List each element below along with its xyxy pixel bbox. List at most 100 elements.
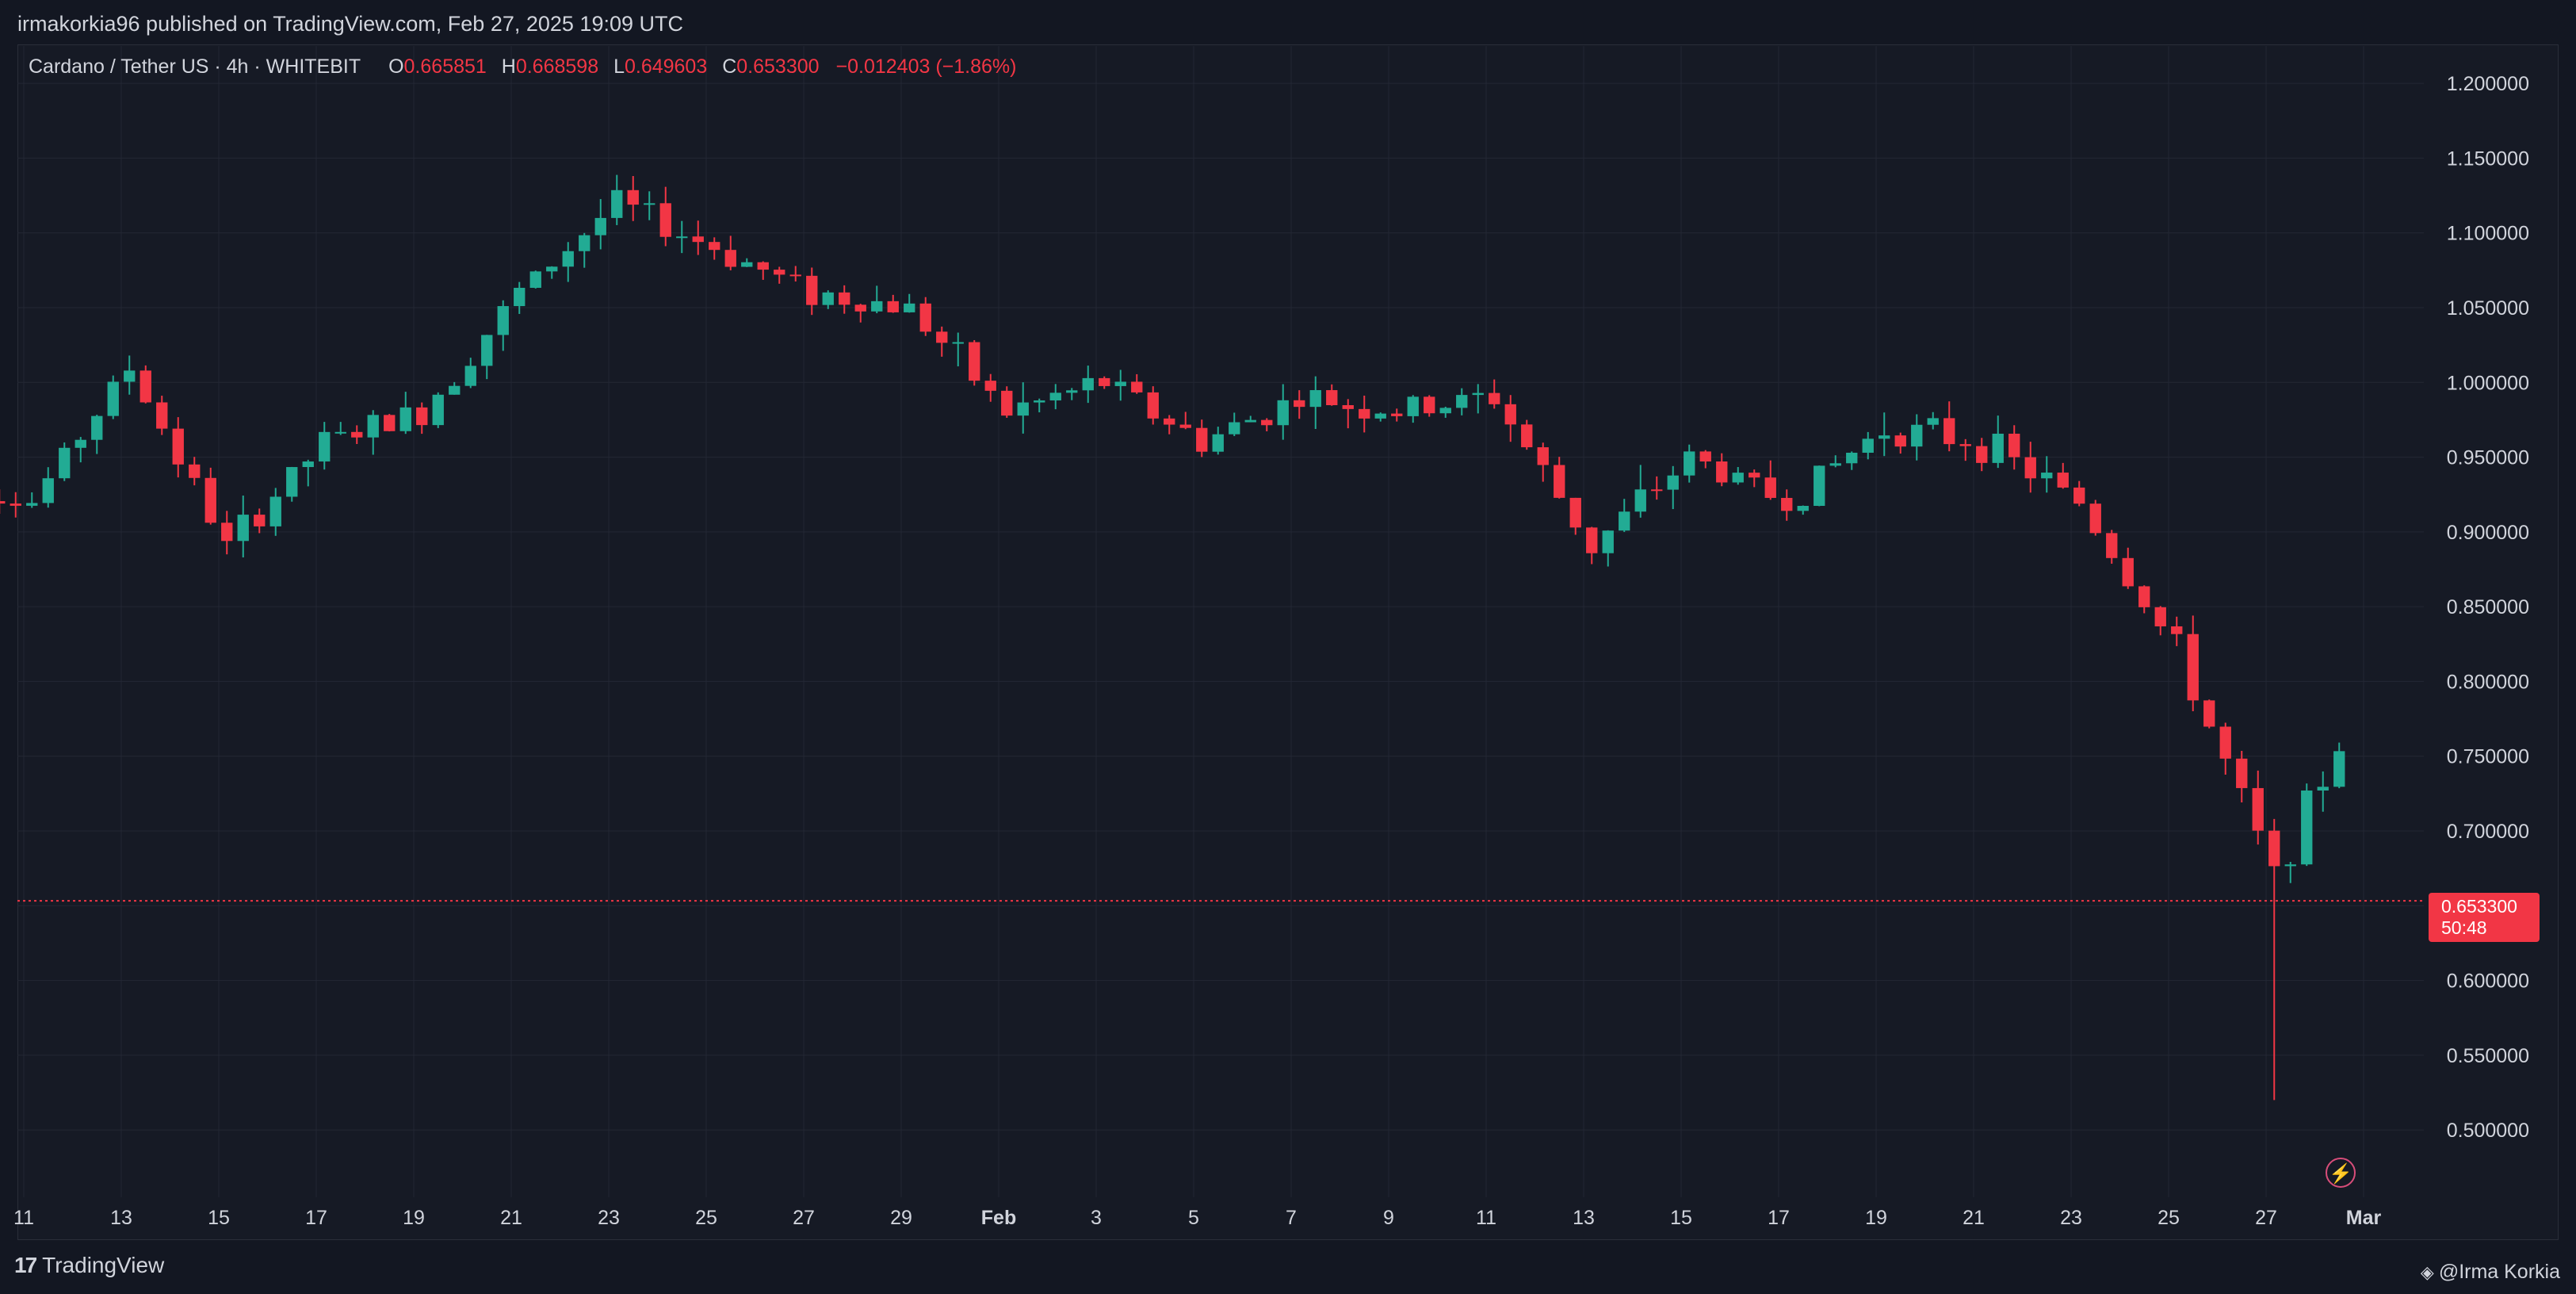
candle-body — [546, 266, 558, 272]
candle-body — [1359, 408, 1370, 419]
candle-body — [2317, 787, 2329, 791]
candle-body — [1554, 465, 1565, 498]
x-tick-label: 21 — [500, 1207, 522, 1229]
candle-body — [2252, 787, 2264, 831]
header-bar: irmakorkia96 published on TradingView.co… — [0, 0, 2576, 44]
candle-body — [659, 203, 671, 237]
candle-body — [1976, 446, 1988, 463]
candle-body — [399, 407, 411, 431]
candle-body — [204, 477, 216, 523]
author-name: @Irma Korkia — [2438, 1261, 2560, 1283]
tradingview-brand[interactable]: 17 TradingView — [14, 1253, 164, 1278]
candle-body — [627, 190, 639, 205]
candle-body — [1196, 427, 1208, 452]
candle-body — [1229, 422, 1240, 435]
candle-body — [741, 262, 753, 267]
author-credit[interactable]: ◈ @Irma Korkia — [2421, 1261, 2560, 1284]
y-tick-label: 0.750000 — [2447, 746, 2529, 768]
candle-body — [1212, 434, 1224, 452]
chart-pane[interactable] — [17, 44, 2559, 1240]
candle-body — [1374, 413, 1386, 419]
current-price-tag: 0.653300 50:48 — [2429, 893, 2540, 942]
candle-body — [2219, 726, 2231, 759]
x-tick-label: 11 — [1476, 1207, 1496, 1229]
candle-body — [822, 292, 834, 305]
candle-body — [1147, 392, 1159, 419]
candle-body — [2268, 830, 2280, 867]
x-tick-label: 23 — [2060, 1207, 2082, 1229]
candle-body — [1764, 477, 1776, 498]
candle-body — [254, 515, 266, 526]
x-axis: 11 13 15 17 19 21 23 25 27 29 Feb 3 5 7 9 11 13 15 17 19 21 2… — [13, 1207, 2381, 1229]
x-tick-label: 25 — [2157, 1207, 2180, 1229]
x-tick-label: 17 — [305, 1207, 327, 1229]
x-tick-label: 23 — [598, 1207, 620, 1229]
candle-body — [2171, 626, 2183, 634]
lightning-icon[interactable]: ⚡ — [2326, 1158, 2356, 1188]
candle-body — [2041, 473, 2053, 479]
candle-body — [2236, 758, 2248, 788]
candle-body — [1504, 404, 1516, 425]
candle-body — [107, 381, 119, 416]
candle-body — [416, 407, 428, 426]
x-tick-label: 25 — [695, 1207, 717, 1229]
candle-body — [59, 447, 71, 479]
candle-body — [1732, 473, 1744, 483]
candle-body — [2122, 557, 2134, 587]
candle-body — [854, 304, 866, 312]
current-price-value: 0.653300 — [2441, 896, 2517, 917]
candle-body — [1114, 381, 1126, 386]
candle-body — [1781, 497, 1793, 511]
candle-body — [2008, 433, 2020, 457]
candle-body — [91, 415, 103, 440]
candle-body — [1959, 444, 1971, 446]
ohlc-legend: Cardano / Tether US · 4h · WHITEBIT O0.6… — [29, 56, 1016, 78]
candle-body — [1911, 424, 1923, 447]
candle-body — [1034, 400, 1045, 403]
x-tick-label: 15 — [208, 1207, 230, 1229]
x-tick-label: Feb — [981, 1207, 1016, 1229]
candle-body — [514, 288, 526, 307]
candle-body — [1586, 527, 1598, 553]
candle-body — [221, 523, 233, 542]
bar-countdown: 50:48 — [2441, 917, 2487, 938]
x-tick-label: 9 — [1383, 1207, 1394, 1229]
candle-body — [789, 274, 801, 277]
x-tick-label: 21 — [1963, 1207, 1985, 1229]
candle-body — [709, 242, 720, 251]
y-tick-label: 0.800000 — [2447, 671, 2529, 693]
candle-body — [1391, 413, 1403, 416]
candle-body — [774, 270, 785, 275]
candle-body — [432, 394, 444, 426]
candle-body — [2301, 790, 2313, 865]
candle-body — [1424, 396, 1435, 414]
x-tick-label: 7 — [1286, 1207, 1297, 1229]
diamond-icon: ◈ — [2420, 1261, 2434, 1282]
candle-body — [1082, 377, 1094, 391]
candle-body — [2187, 634, 2199, 701]
x-tick-label: 11 — [13, 1207, 34, 1229]
symbol-label[interactable]: Cardano / Tether US · 4h · WHITEBIT — [29, 56, 361, 78]
candle-body — [562, 251, 574, 267]
y-tick-label: 0.550000 — [2447, 1045, 2529, 1067]
candle-body — [1017, 402, 1029, 416]
candle-body — [2203, 700, 2215, 727]
candle-body — [449, 385, 461, 395]
y-tick-label: 0.850000 — [2447, 596, 2529, 618]
candle-body — [2138, 586, 2150, 607]
candle-body — [594, 217, 606, 235]
candle-body — [839, 292, 850, 305]
candle-body — [1099, 377, 1110, 386]
candle-body — [676, 236, 688, 239]
y-tick-label: 1.100000 — [2447, 223, 2529, 245]
candle-body — [1456, 395, 1468, 408]
candle-body — [692, 236, 704, 243]
x-tick-label: 5 — [1188, 1207, 1199, 1229]
candle-body — [724, 250, 736, 267]
close-value: 0.653300 — [736, 56, 820, 78]
candle-body — [2073, 487, 2085, 504]
candle-body — [529, 271, 541, 289]
candle-body — [1277, 400, 1289, 426]
candle-body — [1846, 452, 1858, 464]
